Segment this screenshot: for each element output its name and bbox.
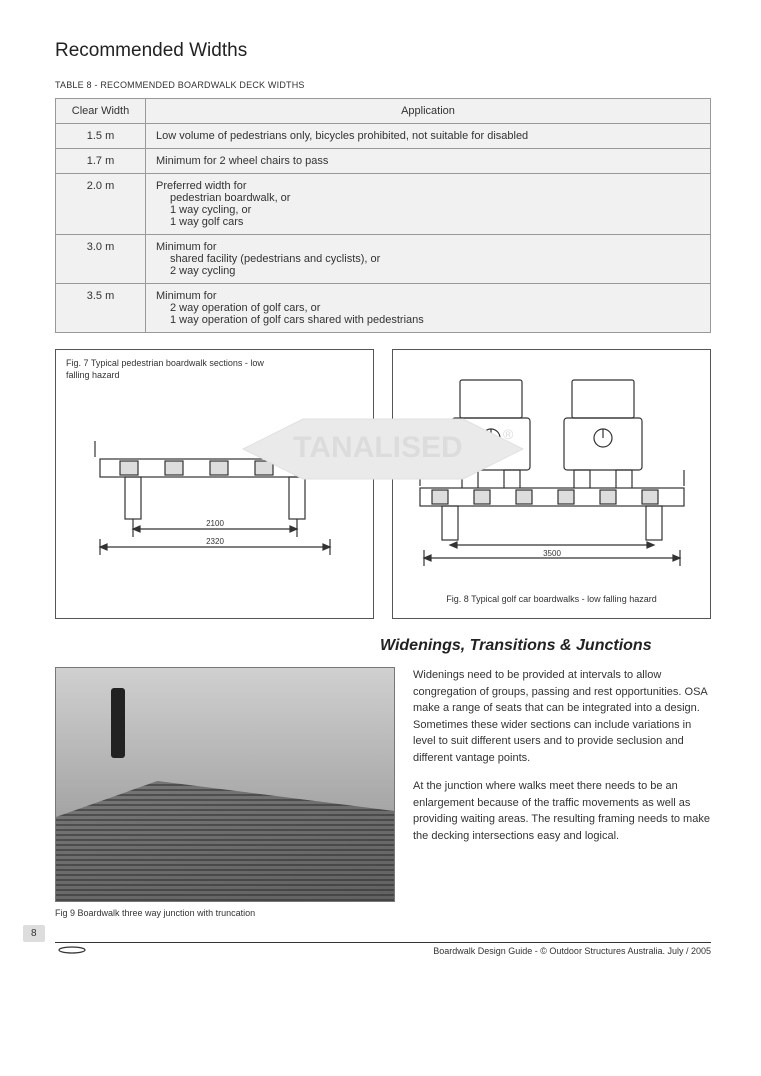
fig9-caption: Fig 9 Boardwalk three way junction with … (55, 908, 395, 918)
cell-width: 1.7 m (56, 149, 146, 174)
table-row: 3.5 mMinimum for2 way operation of golf … (56, 284, 711, 333)
figure-8: 3500 Fig. 8 Typical golf car boardwalks … (392, 349, 711, 619)
svg-text:2100: 2100 (206, 519, 224, 528)
cell-application: Preferred width forpedestrian boardwalk,… (146, 174, 711, 235)
section-title: Widenings, Transitions & Junctions (380, 637, 711, 655)
cell-width: 3.0 m (56, 235, 146, 284)
figure-row: TANALISED ® Fig. 7 Typical pedestrian bo… (55, 349, 711, 619)
cell-application: Minimum for 2 wheel chairs to pass (146, 149, 711, 174)
page-number: 8 (23, 925, 45, 942)
body-row: Fig 9 Boardwalk three way junction with … (55, 667, 711, 918)
svg-text:2320: 2320 (206, 537, 224, 546)
width-table: Clear Width Application 1.5 mLow volume … (55, 98, 711, 333)
body-text: Widenings need to be provided at interva… (413, 667, 711, 918)
fig7-caption: Fig. 7 Typical pedestrian boardwalk sect… (66, 358, 266, 381)
fig8-caption: Fig. 8 Typical golf car boardwalks - low… (393, 594, 710, 606)
svg-text:3500: 3500 (543, 549, 561, 558)
section-heading: Recommended Widths (55, 40, 711, 62)
cell-width: 2.0 m (56, 174, 146, 235)
table-row: 1.5 mLow volume of pedestrians only, bic… (56, 124, 711, 149)
footer-text: Boardwalk Design Guide - © Outdoor Struc… (433, 946, 711, 956)
col-header-application: Application (146, 99, 711, 124)
footer-ornament-icon (57, 945, 87, 957)
table-row: 1.7 mMinimum for 2 wheel chairs to pass (56, 149, 711, 174)
cell-width: 3.5 m (56, 284, 146, 333)
figure-7: Fig. 7 Typical pedestrian boardwalk sect… (55, 349, 374, 619)
fig7-diagram: 2100 2320 (66, 389, 363, 569)
paragraph-1: Widenings need to be provided at interva… (413, 667, 711, 766)
table-caption: TABLE 8 - RECOMMENDED BOARDWALK DECK WID… (55, 80, 711, 90)
table-row: 3.0 mMinimum forshared facility (pedestr… (56, 235, 711, 284)
table-row: 2.0 mPreferred width forpedestrian board… (56, 174, 711, 235)
cell-application: Minimum forshared facility (pedestrians … (146, 235, 711, 284)
cell-application: Low volume of pedestrians only, bicycles… (146, 124, 711, 149)
fig9-photo (55, 667, 395, 902)
cell-width: 1.5 m (56, 124, 146, 149)
page-footer: 8 Boardwalk Design Guide - © Outdoor Str… (55, 942, 711, 956)
cell-application: Minimum for2 way operation of golf cars,… (146, 284, 711, 333)
fig8-diagram: 3500 (403, 360, 700, 580)
paragraph-2: At the junction where walks meet there n… (413, 778, 711, 844)
col-header-width: Clear Width (56, 99, 146, 124)
